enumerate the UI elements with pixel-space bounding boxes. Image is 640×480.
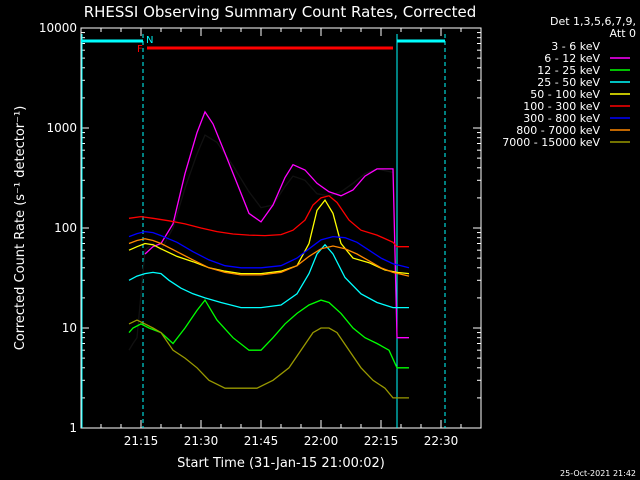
legend-label-8: 7000 - 15000 keV xyxy=(502,136,600,149)
legend-label-1: 6 - 12 keV xyxy=(544,52,600,65)
x-tick-label-5: 22:30 xyxy=(424,434,459,448)
legend-header-0: Det 1,3,5,6,7,9, xyxy=(550,15,636,28)
series-line-7 xyxy=(128,238,410,277)
y-tick-label-2: 100 xyxy=(54,221,77,235)
legend-label-3: 25 - 50 keV xyxy=(537,76,600,89)
x-axis-label: Start Time (31-Jan-15 21:00:02) xyxy=(177,456,385,471)
series-lines xyxy=(128,110,410,399)
y-axis-label: Corrected Count Rate (s⁻¹ detector⁻¹) xyxy=(13,106,28,351)
y-tick-label-1: 10 xyxy=(62,321,77,335)
series-line-0 xyxy=(128,134,394,351)
annotation-label-2: F xyxy=(137,44,143,55)
y-tick-label-3: 1000 xyxy=(46,121,77,135)
y-tick-label-0: 1 xyxy=(69,421,77,435)
x-tick-label-0: 21:15 xyxy=(124,434,159,448)
timestamp: 25-Oct-2021 21:42 xyxy=(560,469,636,478)
legend-header-1: Att 0 xyxy=(610,27,636,40)
series-line-5 xyxy=(128,195,409,248)
series-line-1 xyxy=(144,110,409,339)
series-line-4 xyxy=(128,198,410,275)
y-tick-label-4: 10000 xyxy=(39,21,77,35)
legend-label-4: 50 - 100 keV xyxy=(530,88,600,101)
legend-label-2: 12 - 25 keV xyxy=(537,64,600,77)
legend-label-6: 300 - 800 keV xyxy=(523,112,600,125)
series-line-8 xyxy=(128,319,409,399)
x-tick-label-2: 21:45 xyxy=(244,434,279,448)
chart-title: RHESSI Observing Summary Count Rates, Co… xyxy=(84,3,477,21)
legend-label-5: 100 - 300 keV xyxy=(523,100,600,113)
x-tick-label-3: 22:00 xyxy=(304,434,339,448)
series-line-3 xyxy=(128,243,409,309)
series-line-6 xyxy=(128,230,410,269)
x-tick-label-1: 21:30 xyxy=(184,434,219,448)
annotation-label-0: N xyxy=(146,35,153,46)
x-tick-label-4: 22:15 xyxy=(364,434,399,448)
legend-label-0: 3 - 6 keV xyxy=(551,40,600,53)
annotations: NF xyxy=(81,34,446,428)
x-ticks: 21:15 21:30 21:45 22:00 22:15 22:30 xyxy=(100,28,462,448)
legend-label-7: 800 - 7000 keV xyxy=(516,124,600,137)
